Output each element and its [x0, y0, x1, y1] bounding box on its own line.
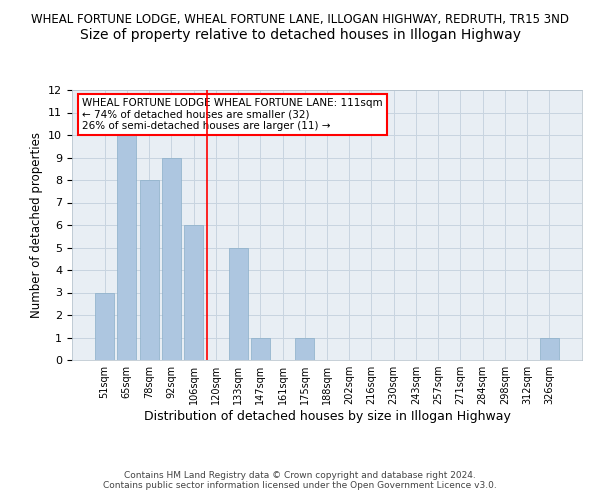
- Bar: [162, 158, 181, 360]
- Text: Size of property relative to detached houses in Illogan Highway: Size of property relative to detached ho…: [79, 28, 521, 42]
- Bar: [251, 338, 270, 360]
- X-axis label: Distribution of detached houses by size in Illogan Highway: Distribution of detached houses by size …: [143, 410, 511, 423]
- Bar: [540, 338, 559, 360]
- Bar: [295, 338, 314, 360]
- Bar: [95, 292, 114, 360]
- Bar: [229, 248, 248, 360]
- Y-axis label: Number of detached properties: Number of detached properties: [29, 132, 43, 318]
- Bar: [140, 180, 158, 360]
- Text: WHEAL FORTUNE LODGE, WHEAL FORTUNE LANE, ILLOGAN HIGHWAY, REDRUTH, TR15 3ND: WHEAL FORTUNE LODGE, WHEAL FORTUNE LANE,…: [31, 12, 569, 26]
- Bar: [118, 135, 136, 360]
- Text: Contains HM Land Registry data © Crown copyright and database right 2024.
Contai: Contains HM Land Registry data © Crown c…: [103, 470, 497, 490]
- Text: WHEAL FORTUNE LODGE WHEAL FORTUNE LANE: 111sqm
← 74% of detached houses are smal: WHEAL FORTUNE LODGE WHEAL FORTUNE LANE: …: [82, 98, 383, 132]
- Bar: [184, 225, 203, 360]
